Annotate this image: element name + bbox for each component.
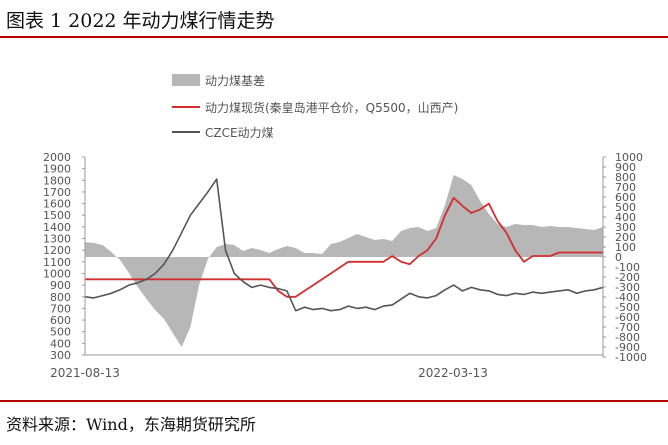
basis-area [85, 175, 603, 347]
lines-layer [84, 178, 604, 312]
right-tick-label: -500 [615, 301, 640, 314]
right-tick-label: 900 [615, 161, 636, 174]
right-tick-label: -300 [615, 281, 640, 294]
left-tick-label: 1400 [43, 221, 71, 234]
source-note: 资料来源：Wind，东海期货研究所 [6, 415, 256, 434]
left-tick-label: 500 [50, 326, 71, 339]
right-tick-label: 100 [615, 241, 636, 254]
right-tick-label: -600 [615, 311, 640, 324]
czce-line [84, 178, 604, 312]
left-tick-label: 300 [50, 349, 71, 362]
left-tick-label: 1800 [43, 174, 71, 187]
left-tick-label: 1300 [43, 233, 71, 246]
right-tick-label: -200 [615, 271, 640, 284]
right-tick-label: -900 [615, 341, 640, 354]
left-tick-label: 900 [50, 279, 71, 292]
left-tick-label: 1700 [43, 186, 71, 199]
left-tick-label: 600 [50, 314, 71, 327]
legend-label-basis: 动力煤基差 [205, 74, 265, 88]
left-tick-label: 1200 [43, 244, 71, 257]
legend-label-czce: CZCE动力煤 [205, 126, 274, 140]
x-tick-label: 2021-08-13 [50, 366, 120, 380]
left-tick-label: 1100 [43, 256, 71, 269]
left-tick-label: 400 [50, 337, 71, 350]
left-tick-label: 1600 [43, 198, 71, 211]
basis-area-layer [85, 175, 603, 347]
right-tick-label: 0 [615, 251, 622, 264]
left-tick-label: 1500 [43, 209, 71, 222]
left-tick-label: 2000 [43, 151, 71, 164]
axes-layer: 3004005006007008009001000110012001300140… [43, 151, 647, 380]
source-rule [0, 400, 668, 402]
left-tick-label: 800 [50, 291, 71, 304]
right-tick-label: -1000 [615, 351, 647, 364]
right-tick-label: 700 [615, 181, 636, 194]
right-tick-label: 200 [615, 231, 636, 244]
title-rule [0, 36, 668, 38]
right-tick-label: -700 [615, 321, 640, 334]
right-tick-label: -100 [615, 261, 640, 274]
right-tick-label: -400 [615, 291, 640, 304]
spot-price-line [85, 196, 603, 298]
right-tick-label: 500 [615, 201, 636, 214]
legend-swatch-basis [172, 74, 200, 86]
right-tick-label: 1000 [615, 151, 643, 164]
right-tick-label: 400 [615, 211, 636, 224]
legend-label-spot: 动力煤现货(秦皇岛港平仓价，Q5500，山西产) [205, 100, 458, 115]
right-tick-label: 600 [615, 191, 636, 204]
left-tick-label: 1900 [43, 163, 71, 176]
left-tick-label: 1000 [43, 267, 71, 280]
x-tick-label: 2022-03-13 [418, 366, 488, 380]
page-title: 图表 1 2022 年动力煤行情走势 [6, 10, 275, 32]
right-tick-label: 800 [615, 171, 636, 184]
left-tick-label: 700 [50, 302, 71, 315]
right-tick-label: 300 [615, 221, 636, 234]
right-tick-label: -800 [615, 331, 640, 344]
